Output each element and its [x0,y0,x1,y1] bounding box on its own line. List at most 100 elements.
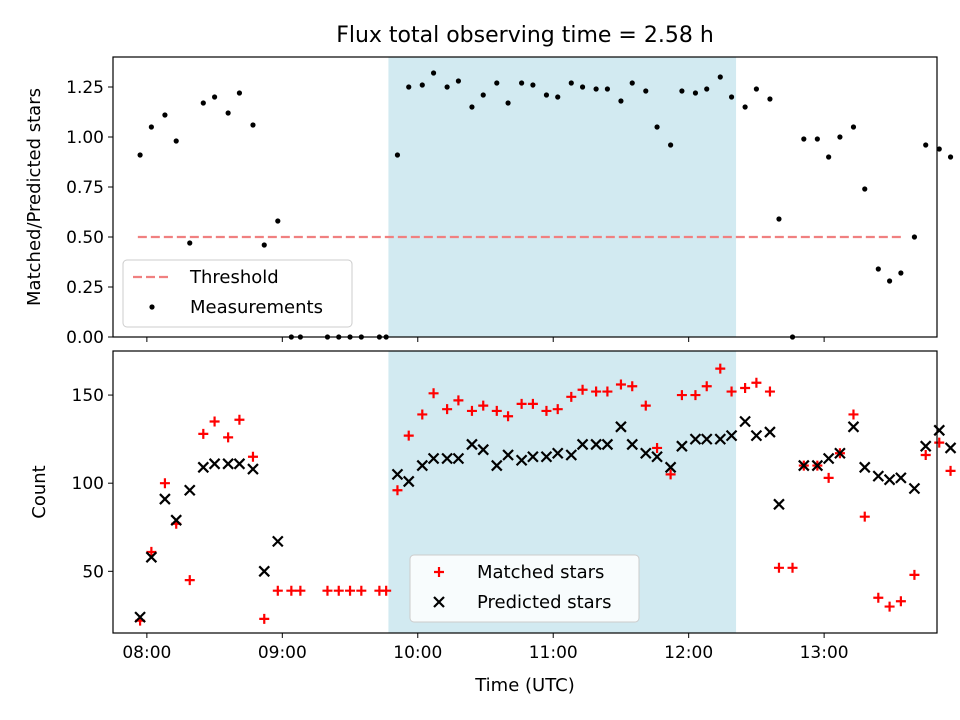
matched-star-point [895,596,906,607]
x-tick-label: 13:00 [800,643,849,663]
matched-star-point [381,585,392,596]
matched-star-point [640,400,651,411]
measurement-point [728,94,735,100]
matched-star-point [322,585,333,596]
measurement-point [643,88,649,94]
matched-star-point [591,386,602,397]
predicted-star-point [773,498,785,511]
measurement-point [419,82,425,88]
predicted-star-point [551,447,564,460]
top-axes: 0.00 0.25 0.50 0.75 1.00 1.25 Matched/Predict… [24,56,954,348]
predicted-star-point [441,452,453,465]
predicted-star-point [452,452,465,465]
predicted-star-point [197,461,210,474]
measurement-point [469,104,475,110]
legend-predicted-label: Predicted stars [477,592,611,613]
bottom-y-tick-label: 100 [72,474,104,494]
bottom-y-axis-label: Count [29,465,50,518]
matched-star-point [715,363,726,374]
predicted-star-point [811,459,824,472]
predicted-star-point [858,461,871,474]
predicted-star-point [502,449,514,461]
top-y-tick-label: 1.25 [66,78,104,98]
x-tick-label: 09:00 [258,643,307,663]
x-axis-label: Time (UTC) [474,675,575,696]
legend-matched-swatch [434,567,444,577]
predicted-star-point [247,463,259,475]
measurement-point [455,78,462,84]
x-tick-label: 08:00 [122,643,171,663]
measurement-point [850,124,857,130]
bottom-y-tick-label: 150 [72,386,104,406]
measurement-point [837,134,843,140]
bottom-axis-ticks: 50 100 150 08:00 09:00 10:00 11:00 12:00 13:00 [72,386,849,663]
top-axis-ticks: 0.00 0.25 0.50 0.75 1.00 1.25 [66,78,825,348]
measurement-point [250,122,256,128]
predicted-star-point [491,459,503,472]
predicted-star-point [725,429,738,442]
legend-measurements-label: Measurements [190,297,323,318]
predicted-star-point [919,440,932,452]
measurement-point [444,84,450,90]
matched-star-point [823,472,834,483]
predicted-star-point [883,473,896,486]
measurement-point [826,154,832,160]
measurement-point [162,112,168,118]
measurement-point [148,124,154,130]
predicted-star-point [427,452,440,465]
predicted-star-point [576,438,589,451]
predicted-star-point [626,438,639,451]
matched-star-point [209,416,220,427]
predicted-star-point [944,442,957,454]
measurement-point [767,96,773,102]
predicted-star-point [700,433,713,445]
measurement-point [173,138,179,144]
predicted-star-point [895,472,907,484]
matched-star-point [286,585,297,596]
matched-star-point [627,381,638,392]
matched-star-point [356,585,367,596]
legend-predicted-swatch [433,596,445,608]
predicted-star-point [714,433,727,445]
measurement-point [886,278,893,284]
matched-star-point [690,390,701,401]
measurement-point [629,80,635,86]
predicted-star-point [664,461,677,474]
matched-star-point [577,384,588,395]
measurement-point [519,80,525,86]
bottom-axes-frame [112,350,938,634]
measurement-point [394,152,401,158]
top-shaded-region [388,57,737,337]
predicted-star-point [908,482,921,495]
measurement-point [568,80,574,86]
top-plot-data [137,70,954,340]
predicted-star-point [689,433,702,445]
predicted-star-point [402,475,415,488]
measurement-point [187,240,193,246]
matched-star-point [198,428,209,439]
measurement-point [947,154,954,160]
matched-star-point [466,405,477,416]
measurement-point [261,242,267,248]
matched-star-point [503,411,514,422]
measurement-point [923,142,929,148]
predicted-star-point [391,468,404,481]
predicted-star-point [834,447,846,460]
bottom-axes: 50 100 150 08:00 09:00 10:00 11:00 12:00 13:00 C… [29,350,957,696]
measurement-point [200,100,206,106]
measurement-point [579,84,586,90]
measurement-point [875,266,881,272]
measurement-point [679,88,685,94]
matched-star-point [945,465,956,476]
predicted-star-point [208,458,221,470]
matched-star-point [873,592,884,603]
predicted-star-point [183,484,196,497]
predicted-star-point [477,443,490,456]
measurement-point [742,104,748,110]
predicted-star-point [590,438,602,451]
predicted-star-point [764,426,776,438]
predicted-star-point [651,450,663,463]
x-tick-label: 10:00 [393,643,442,663]
x-tick-label: 11:00 [529,643,578,663]
x-tick-label: 12:00 [664,643,713,663]
